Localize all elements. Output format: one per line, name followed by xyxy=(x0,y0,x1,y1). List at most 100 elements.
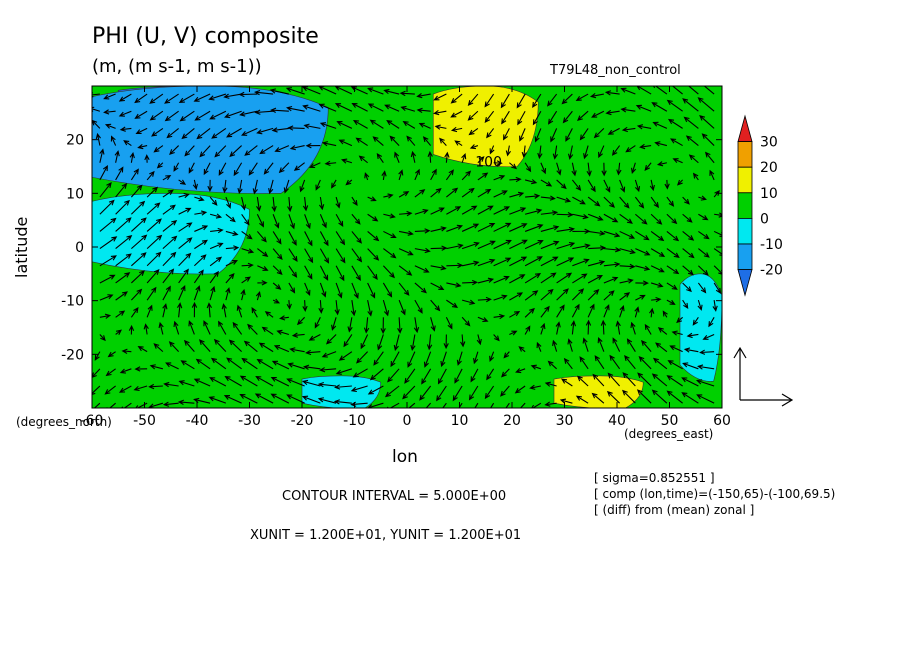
wind-arrow xyxy=(195,358,211,370)
wind-arrow xyxy=(556,304,565,318)
wind-arrow xyxy=(247,323,258,335)
colorbar-label: 0 xyxy=(760,211,769,227)
wind-arrow xyxy=(164,110,179,122)
wind-arrow xyxy=(592,373,605,387)
wind-arrow xyxy=(682,231,695,241)
wind-arrow xyxy=(194,239,208,250)
wind-arrow xyxy=(367,196,377,202)
wind-arrow xyxy=(450,93,463,104)
wind-arrow xyxy=(600,319,607,335)
wind-arrow xyxy=(134,110,148,119)
wind-arrow xyxy=(467,93,479,106)
wind-arrow xyxy=(225,196,232,209)
wind-arrow xyxy=(588,230,606,236)
wind-arrow xyxy=(591,392,605,404)
wind-arrow xyxy=(225,273,235,284)
wind-arrow xyxy=(576,375,589,387)
wind-arrow xyxy=(509,176,522,183)
wind-arrow xyxy=(358,155,368,164)
wind-arrow xyxy=(381,170,387,181)
x-tick-label: 0 xyxy=(403,413,412,429)
wind-arrow xyxy=(601,162,607,177)
wind-arrow xyxy=(168,341,180,353)
wind-arrow xyxy=(270,107,289,113)
wind-arrow xyxy=(178,207,192,215)
wind-arrow xyxy=(490,402,495,408)
wind-arrow xyxy=(208,396,227,404)
wind-arrow xyxy=(540,195,556,201)
wind-arrow xyxy=(509,239,528,250)
wind-arrow xyxy=(319,282,327,298)
wind-arrow xyxy=(567,338,573,352)
wind-arrow xyxy=(134,366,148,372)
wind-arrow xyxy=(153,145,164,153)
wind-arrow xyxy=(208,93,227,101)
wind-arrow xyxy=(650,213,663,225)
wind-arrow xyxy=(561,378,573,387)
wind-arrow xyxy=(682,299,689,309)
wind-arrow xyxy=(713,248,722,256)
wind-arrow xyxy=(252,179,258,195)
wind-arrow xyxy=(572,243,591,250)
wind-arrow xyxy=(130,184,143,198)
wind-arrow xyxy=(153,343,164,353)
wind-arrow xyxy=(682,213,693,223)
wind-arrow xyxy=(489,145,495,155)
wind-arrow xyxy=(622,389,636,404)
wind-arrow xyxy=(619,213,633,224)
wind-arrow xyxy=(524,179,538,185)
wind-arrow xyxy=(460,334,466,348)
wind-arrow xyxy=(128,324,135,335)
wind-arrow xyxy=(704,151,715,164)
wind-arrow xyxy=(334,300,340,316)
colorbar-segment xyxy=(737,217,753,245)
wind-arrow xyxy=(271,360,290,370)
wind-arrow xyxy=(649,307,655,318)
wind-arrow xyxy=(433,93,447,101)
contour-interval-text: CONTOUR INTERVAL = 5.000E+00 xyxy=(282,489,507,504)
wind-arrow xyxy=(662,310,668,318)
wind-arrow xyxy=(650,265,665,273)
wind-arrow xyxy=(697,299,703,311)
wind-arrow xyxy=(430,245,448,251)
wind-arrow xyxy=(258,342,274,353)
wind-arrow xyxy=(571,288,585,301)
wind-arrow xyxy=(439,137,447,146)
vector-units-text: XUNIT = 1.200E+01, YUNIT = 1.200E+01 xyxy=(250,528,522,543)
wind-arrow xyxy=(272,248,283,261)
y-axis-label: latitude xyxy=(12,216,31,278)
wind-arrow xyxy=(505,145,511,157)
wind-arrow xyxy=(149,364,164,370)
wind-arrow xyxy=(209,110,227,120)
wind-arrow xyxy=(713,230,722,237)
wind-arrow xyxy=(416,93,431,99)
wind-arrow xyxy=(194,110,211,121)
wind-arrow xyxy=(134,93,148,104)
wind-arrow xyxy=(686,332,699,339)
wind-arrow xyxy=(668,86,683,95)
wind-arrow xyxy=(251,307,258,318)
wind-arrow xyxy=(493,334,500,342)
wind-arrow xyxy=(135,127,148,135)
colorbar-segment xyxy=(737,166,753,194)
wind-arrow xyxy=(269,88,289,95)
wind-arrow xyxy=(712,300,718,312)
wind-arrow xyxy=(709,169,715,181)
wind-arrow xyxy=(666,282,678,290)
wind-arrow xyxy=(587,179,596,193)
wind-arrow xyxy=(603,247,622,253)
field-region xyxy=(553,375,644,408)
wind-arrow xyxy=(477,172,489,181)
wind-arrow xyxy=(477,316,489,323)
wind-arrow xyxy=(524,325,531,335)
wind-arrow xyxy=(211,127,227,139)
y-axis-unit: (degrees_north) xyxy=(16,415,112,429)
wind-arrow xyxy=(540,162,547,175)
wind-arrow xyxy=(493,275,510,284)
wind-arrow xyxy=(223,394,242,404)
wind-arrow xyxy=(664,179,670,190)
wind-arrow xyxy=(556,179,567,190)
wind-arrow xyxy=(443,334,449,350)
wind-arrow xyxy=(184,145,195,157)
wind-arrow xyxy=(414,282,427,294)
